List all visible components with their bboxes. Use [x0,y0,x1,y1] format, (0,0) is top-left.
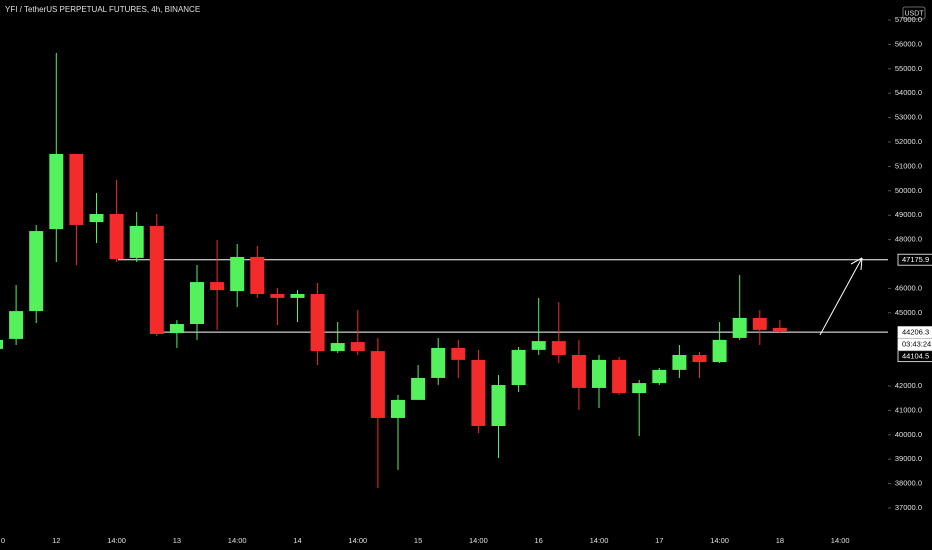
x-tick-label: 14:00 [348,536,367,545]
candle-body [491,385,506,427]
candle-body [652,369,667,384]
chart-title: YFI / TetherUS PERPETUAL FUTURES, 4h, BI… [5,5,200,14]
y-tick-label: 46000.0 [895,283,922,292]
y-tick-label: 41000.0 [895,405,922,414]
x-tick-label: 0 [1,536,5,545]
candle-body [391,399,405,418]
candle-body [49,153,64,230]
last-price-label: 44206.3 [902,328,929,337]
currency-box [902,6,926,20]
candle-body [310,294,325,352]
candle-body [772,327,787,332]
candle-body [471,359,486,427]
candle-body [632,383,647,394]
y-tick-label: 54000.0 [895,88,922,97]
arrow-shaft [819,257,863,336]
candle-body [672,355,687,370]
countdown-label-box [897,338,932,351]
y-tick-label: 40000.0 [895,430,922,439]
candle-body [732,317,747,338]
y-tick-label: 38000.0 [895,479,922,488]
candle-body [69,153,84,225]
y-tick-label: 56000.0 [895,39,922,48]
candle-body [451,347,466,360]
last-price-label-box [897,326,932,339]
x-tick-label: 18 [776,536,784,545]
y-tick-label: 55000.0 [895,64,922,73]
x-tick-label: 14 [293,536,301,545]
candle-body [350,342,365,352]
x-tick-label: 15 [414,536,422,545]
y-tick-label: 48000.0 [895,235,922,244]
candle-body [9,311,24,339]
candle-body [612,359,627,394]
y-tick-label: 57000.0 [895,15,922,24]
candle-body [250,256,265,295]
candle-body [411,377,426,400]
y-tick-label: 49000.0 [895,210,922,219]
x-tick-label: 17 [655,536,663,545]
arrow-head [850,257,863,265]
candle-body [0,339,3,349]
candle-body [712,339,727,363]
price-line-label-box [897,253,932,266]
candle-body [169,324,184,334]
x-tick-label: 14:00 [710,536,729,545]
candle-body [210,282,225,291]
candle-body [29,231,44,312]
candle-body [531,341,546,350]
x-tick-label: 13 [173,536,181,545]
candle-body [89,213,104,223]
x-tick-label: 12 [52,536,60,545]
currency-label: USDT [904,10,924,17]
countdown-label: 03:43:24 [902,340,931,349]
candle-body [230,256,245,292]
candle-body [370,351,385,418]
candle-body [551,341,566,356]
candle-body [692,355,707,363]
price-label: 44104.5 [902,352,929,361]
price-label-box [897,350,932,363]
candle-body [129,225,144,258]
candle-body [431,347,446,378]
y-tick-label: 52000.0 [895,137,922,146]
x-tick-label: 14:00 [107,536,126,545]
candle-body [270,294,285,298]
y-tick-label: 42000.0 [895,381,922,390]
x-tick-label: 14:00 [469,536,488,545]
y-tick-label: 39000.0 [895,454,922,463]
y-tick-label: 51000.0 [895,161,922,170]
projection-arrow [819,257,863,336]
y-tick-label: 45000.0 [895,308,922,317]
x-tick-label: 14:00 [590,536,609,545]
y-tick-label: 37000.0 [895,503,922,512]
candle-body [330,343,345,352]
y-tick-label: 53000.0 [895,113,922,122]
x-tick-label: 14:00 [228,536,247,545]
candle-body [571,355,586,388]
candle-body [511,349,526,386]
candle-body [752,317,767,330]
price-line-label: 47175.9 [902,255,929,264]
candle-body [190,282,204,325]
candle-body [592,359,606,388]
arrow-head [860,257,863,271]
candle-body [149,225,164,335]
x-tick-label: 14:00 [831,536,850,545]
candle-body [290,294,305,298]
candle-body [109,213,124,260]
y-tick-label: 50000.0 [895,186,922,195]
x-tick-label: 16 [535,536,543,545]
